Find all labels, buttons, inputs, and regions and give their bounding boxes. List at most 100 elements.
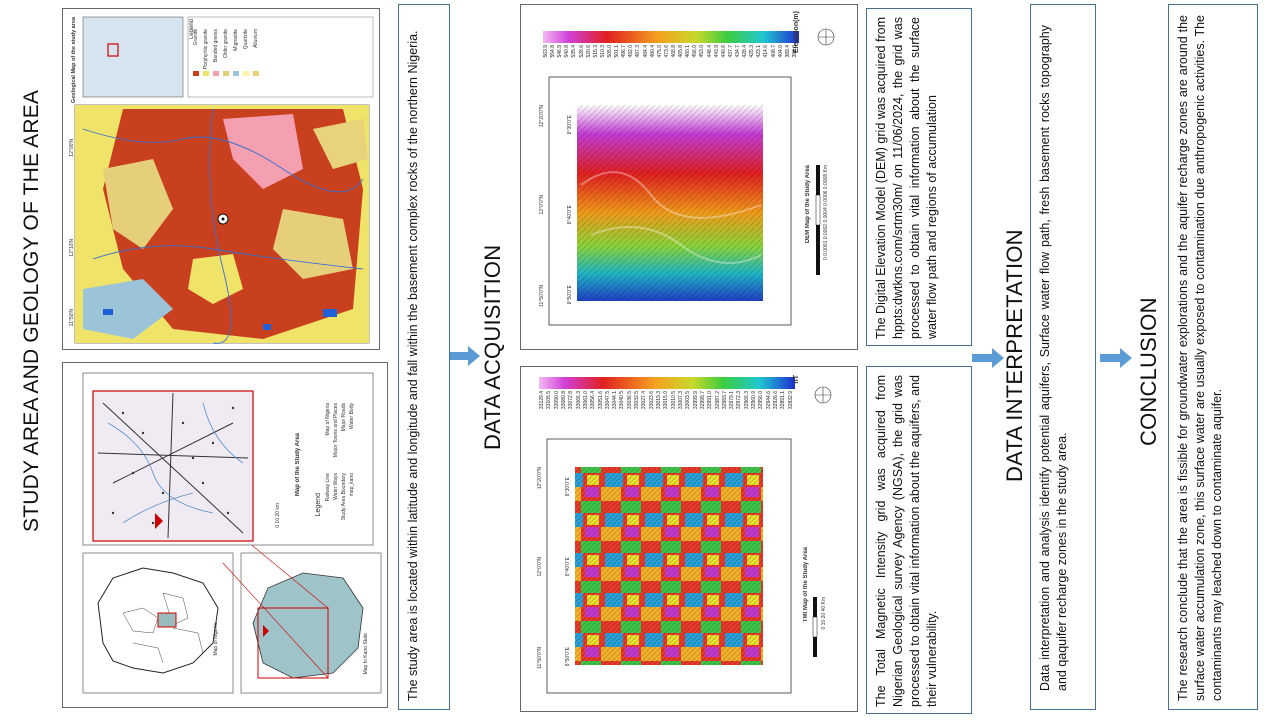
geology-map-graphic (74, 16, 374, 344)
dem-colorbar-label: 440.6 (720, 45, 727, 58)
arrow-3-icon (1100, 348, 1132, 368)
dem-colorbar-label: 505.0 (607, 45, 613, 58)
tmi-colorbar-label: 33044.1 (612, 391, 619, 410)
dem-colorbar-label: 535.4 (571, 45, 578, 58)
dem-tick-4: 8°40'0"E (567, 205, 573, 225)
dem-colorbar-label: 443.9 (713, 45, 720, 58)
geology-legend-1: Granite (193, 29, 199, 46)
study-area-text-box: The study area is located within latitud… (398, 4, 450, 710)
tmi-colorbar-label: 33032.5 (634, 391, 641, 410)
dem-colorbar-label: 428.4 (742, 45, 749, 58)
tmi-colorbar-label: 33047.5 (604, 391, 611, 410)
geology-legend-2: Porphyritic granite (203, 29, 209, 70)
tmi-colorbar-label: 33010.5 (670, 391, 677, 410)
tmi-text-box: The Total Magnetic Intensity grid was ac… (866, 366, 972, 714)
tmi-tick-3: 11°50'0"N (537, 647, 543, 669)
tmi-colorbar-label: 32944.6 (765, 391, 772, 410)
interpretation-text-box: Data interpretation and analysis identif… (1030, 4, 1096, 710)
data-interpretation-heading: DATA INTERPRETATION (1002, 229, 1027, 482)
dem-colorbar-label: 437.7 (727, 45, 734, 58)
tmi-colorbar-label: 32891.1 (780, 391, 787, 410)
location-legend-item-5: Map of Nigeria (325, 403, 331, 436)
dem-tick-6: 8°50'0"E (567, 285, 573, 305)
tmi-colorbar-label: 32995.7 (699, 391, 706, 410)
tmi-colorbar-label: 32956.0 (758, 391, 765, 410)
dem-colorbar-label: 480.4 (649, 45, 656, 58)
tmi-colorbar-label: 33061.0 (582, 391, 589, 410)
tmi-colorbar-label: 33019.3 (656, 391, 663, 410)
dem-colorbar-label: 473.6 (663, 45, 670, 58)
tmi-tick-5: 8°30'0"E (565, 477, 571, 497)
tmi-map-graphic (539, 377, 832, 694)
tmi-colorbar-label: 32960.9 (751, 391, 758, 410)
arrow-2-icon (972, 348, 1004, 368)
dem-colorbar-label: 475.0 (656, 45, 663, 58)
tmi-colorbar-label: 33036.5 (626, 391, 633, 410)
dem-colorbar-label: 468.8 (671, 45, 677, 58)
tmi-scale-label: 0 10 20 40 Km (821, 597, 827, 630)
tmi-tick-2: 12°0'0"N (537, 557, 543, 577)
tmi-colorbar-label: 33023.6 (648, 391, 655, 410)
tmi-unit-label: nT (793, 375, 800, 384)
dem-paragraph: The Digital Elevation Model (DEM) grid w… (874, 17, 939, 339)
tmi-colorbar-label: 32987.2 (714, 391, 721, 410)
geology-legend-7: Alluvium (253, 29, 259, 48)
geology-map: Geological Map of the study area Legend … (62, 8, 380, 350)
tmi-colorbar-label: 33007.3 (677, 391, 684, 410)
geology-legend-4: Older granite (223, 29, 229, 58)
location-legend-item-8: Water Body (349, 403, 355, 429)
tmi-colorbar-labels: 33129.4 33105.5 33090.0 33080.8 33072.8 33066… (539, 391, 795, 419)
geology-tick-3: 11°50'N (69, 309, 75, 327)
kano-map-label: Map fo Kano State (363, 633, 369, 675)
location-legend-item-1: Railway Line (325, 473, 331, 502)
conclusion-text-box: The research conclude that the area is f… (1168, 4, 1258, 710)
dem-map: DEM Map of the Study Area Elevation(m) 0… (520, 4, 858, 350)
geology-legend-5: Migmatite (233, 29, 239, 51)
dem-colorbar-label: 484.4 (642, 45, 649, 58)
tmi-tick-4: 8°40'0"E (565, 557, 571, 577)
dem-colorbar-label: 394.0 (791, 45, 798, 58)
tmi-colorbar-label: 33090.0 (553, 391, 560, 410)
dem-colorbar-label: 528.6 (578, 45, 585, 58)
dem-colorbar-label: 510.3 (599, 45, 606, 58)
dem-map-title: DEM Map of the Study Area (805, 165, 811, 244)
arrow-1-icon (450, 346, 480, 366)
tmi-colorbar-label: 33015.0 (663, 391, 670, 410)
dem-colorbar-label: 465.8 (678, 45, 685, 58)
dem-colorbar-label: 540.8 (564, 45, 571, 58)
location-map: Map of the Study Area Legend Railway Lin… (62, 362, 388, 708)
location-legend-item-3: Study Area Boundary (341, 473, 347, 521)
dem-tick-3: 11°50'0"N (539, 285, 545, 307)
dem-tick-2: 12°0'0"N (539, 195, 545, 215)
dem-colorbar-label: 448.4 (706, 45, 713, 58)
location-legend-item-7: Major Roads (341, 403, 347, 432)
location-legend-item-6: Major Towns and Places (333, 403, 339, 458)
geology-map-title: Geological Map of the study area (71, 17, 77, 104)
dem-colorbar-label: 425.3 (749, 45, 756, 58)
tmi-colorbar-label: 32972.3 (736, 391, 743, 410)
tmi-colorbar-label: 33129.4 (539, 391, 545, 410)
tmi-map: TMI Map of the Study Area nT 0 10 20 40 … (520, 366, 858, 712)
dem-colorbar-label: 414.6 (763, 45, 770, 58)
dem-colorbar-label: 460.1 (685, 45, 692, 58)
dem-colorbar-label: 554.8 (550, 45, 557, 58)
dem-scale-label: 0 0.0001 0.0002 0.0004 0.0006 0.0008 Km (823, 165, 829, 261)
dem-colorbar-label: 389.4 (784, 45, 791, 58)
tmi-colorbar-label: 33066.3 (575, 391, 582, 410)
tmi-colorbar-label: 33051.6 (597, 391, 604, 410)
tmi-colorbar-label: 33003.5 (685, 391, 692, 410)
geology-tick-2: 12°10'N (69, 239, 75, 257)
tmi-tick-6: 8°50'0"E (565, 647, 571, 667)
tmi-colorbar-label: 33105.5 (546, 391, 553, 410)
tmi-colorbar-label: 33056.4 (590, 391, 597, 410)
dem-colorbar-label: 404.0 (777, 45, 784, 58)
tmi-colorbar-label: 32983.7 (721, 391, 728, 410)
dem-colorbar-label: 520.6 (585, 45, 592, 58)
location-map-graphic (82, 372, 382, 694)
tmi-colorbar-label: 32979.1 (729, 391, 736, 410)
dem-map-graphic (543, 28, 835, 326)
dem-colorbar-label: 546.9 (557, 45, 564, 58)
data-acquisition-heading: DATA ACQUISITION (480, 244, 505, 450)
dem-tick-1: 12°20'0"N (539, 105, 545, 128)
tmi-tick-1: 12°20'0"N (537, 467, 543, 490)
